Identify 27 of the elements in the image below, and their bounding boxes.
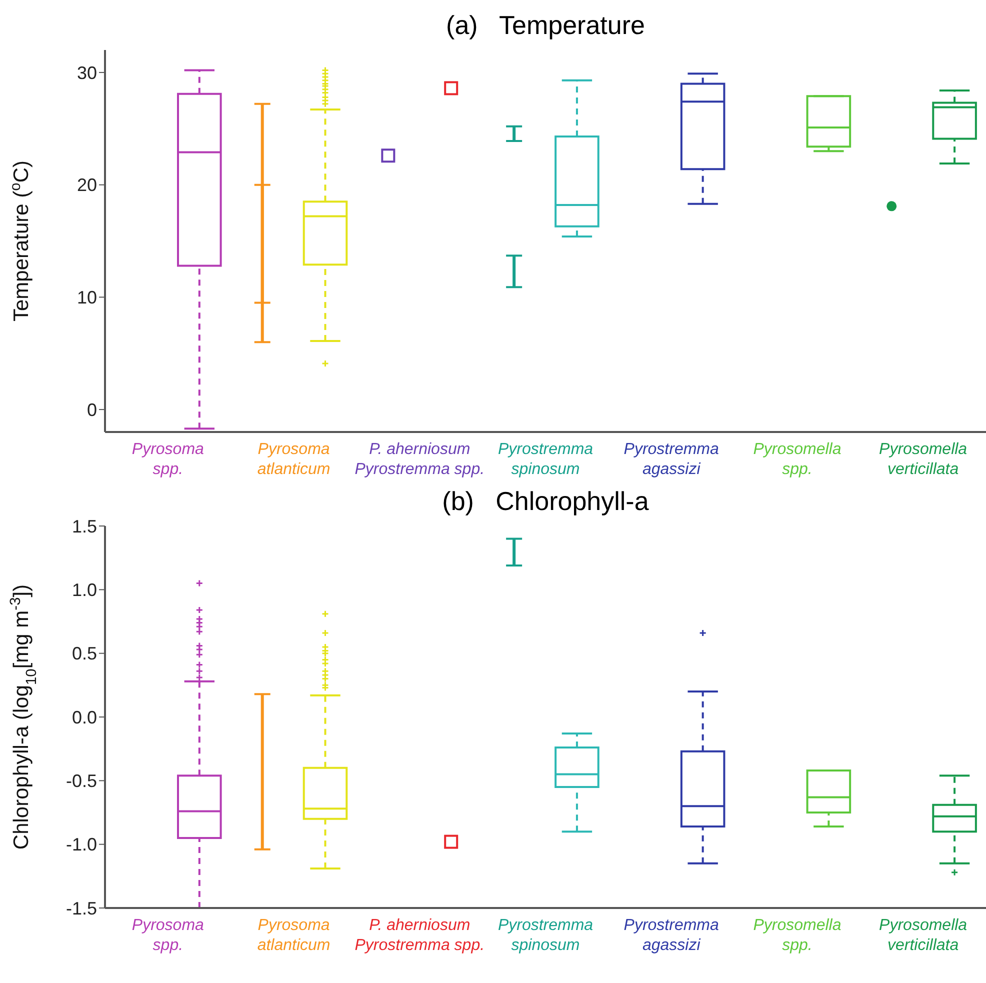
x-tick-label: Pyrosomella verticillata (879, 441, 968, 478)
x-tick-label: P. aherniosum Pyrostremma spp. (354, 441, 485, 478)
chart-title: (b) Chlorophyll-a (441, 485, 650, 518)
x-tick-label: Pyrosomella spp. (753, 917, 842, 954)
chart-title: (a) Temperature (445, 9, 646, 42)
x-tick-label: Pyrosomella verticillata (879, 917, 968, 954)
x-tick-label: Pyrostremma spinosum (498, 441, 594, 478)
y-tick-label: -1.0 (66, 834, 97, 855)
x-tick-label: Pyrosoma spp. (132, 917, 204, 954)
x-tick-label: Pyrosoma atlanticum (257, 917, 330, 954)
y-tick-label: -1.5 (66, 898, 97, 918)
y-tick-label: 10 (76, 288, 97, 308)
y-tick-label: -0.5 (66, 771, 97, 792)
x-tick-label: Pyrosomella spp. (753, 441, 842, 478)
x-tick-label: Pyrostremma agassizi (624, 917, 720, 954)
y-tick-label: 0.0 (72, 707, 97, 728)
y-tick-label: 0.5 (72, 644, 97, 664)
x-tick-label: Pyrosoma spp. (132, 441, 204, 478)
x-tick-label: P. aherniosum Pyrostremma spp. (354, 917, 485, 954)
x-tick-label: Pyrosoma atlanticum (257, 441, 330, 478)
y-tick-label: 30 (76, 62, 97, 83)
y-tick-label: 0 (86, 400, 97, 420)
x-tick-label: Pyrostremma spinosum (498, 917, 594, 954)
y-tick-label: 1.5 (72, 516, 97, 536)
x-tick-label: Pyrostremma agassizi (624, 441, 720, 478)
y-tick-label: 20 (76, 175, 97, 196)
y-tick-label: 1.0 (72, 580, 97, 600)
